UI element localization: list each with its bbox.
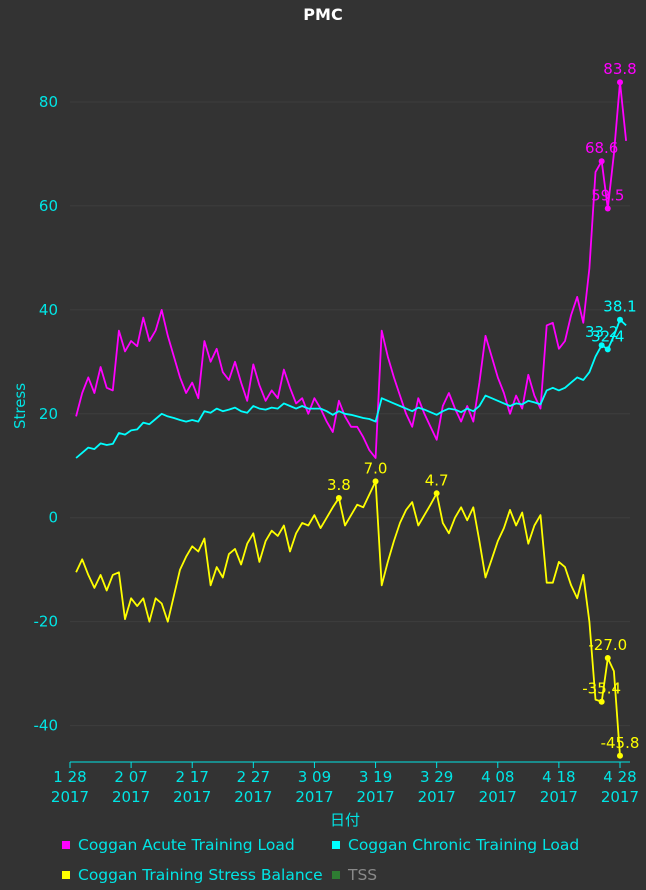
legend-item[interactable]: Coggan Acute Training Load	[62, 836, 295, 854]
data-point-marker	[604, 346, 611, 353]
data-label: 3.8	[327, 476, 351, 494]
x-tick-year-label: 2017	[418, 788, 456, 806]
series-lines	[75, 81, 627, 756]
legend-swatch	[62, 841, 70, 849]
data-point-marker	[604, 655, 611, 662]
x-tick-year-label: 2017	[479, 788, 517, 806]
data-label: 33.2	[585, 323, 618, 341]
legend-label: Coggan Acute Training Load	[78, 836, 295, 854]
y-tick-label: 60	[39, 197, 58, 215]
data-label: 59.5	[591, 187, 624, 205]
x-tick-label: 4 18	[542, 768, 575, 786]
x-tick-label: 2 07	[114, 768, 147, 786]
legend-label: Coggan Training Stress Balance	[78, 866, 323, 884]
x-axis-label: 日付	[330, 811, 360, 829]
data-point-marker	[598, 158, 605, 165]
legend-swatch	[62, 871, 70, 879]
x-tick-label: 1 28	[53, 768, 86, 786]
x-tick-year-label: 2017	[295, 788, 333, 806]
legend-item[interactable]: TSS	[332, 866, 377, 884]
data-label: 4.7	[425, 471, 449, 489]
x-tick-year-label: 2017	[112, 788, 150, 806]
y-tick-label: 80	[39, 93, 58, 111]
y-tick-label: 40	[39, 301, 58, 319]
x-tick-year-label: 2017	[51, 788, 89, 806]
chart-title: PMC	[303, 5, 342, 24]
y-tick-label: -40	[34, 717, 59, 735]
data-point-marker	[616, 79, 623, 86]
x-tick-label: 3 09	[298, 768, 331, 786]
data-labels: 68.6 59.5 83.8 33.232.4 38.1 3.8 7.0 4.7 -35.4 -2…	[327, 60, 639, 759]
y-tick-label: -20	[34, 613, 59, 631]
legend-swatch	[332, 871, 340, 879]
data-label: 7.0	[364, 459, 388, 477]
data-point-marker	[604, 205, 611, 212]
x-tick-year-label: 2017	[356, 788, 394, 806]
data-label: -35.4	[582, 680, 621, 698]
data-label: 83.8	[603, 60, 636, 78]
x-tick-label: 2 17	[176, 768, 209, 786]
series-line-0	[75, 81, 627, 459]
data-label: 32.4	[591, 327, 624, 345]
x-tick-label: 4 28	[603, 768, 636, 786]
y-tick-label: 20	[39, 405, 58, 423]
data-label: 68.6	[585, 139, 618, 157]
x-tick-year-label: 2017	[540, 788, 578, 806]
data-point-marker	[616, 316, 623, 323]
data-point-marker	[616, 752, 623, 759]
x-tick-label: 3 29	[420, 768, 453, 786]
data-point-marker	[433, 490, 440, 497]
legend-label: Coggan Chronic Training Load	[348, 836, 580, 854]
legend-label: TSS	[348, 866, 378, 884]
data-label: -27.0	[588, 636, 627, 654]
x-axis-ticks: 1 28 2017 2 07 2017 2 17 2017 2 27 2017 3 09 2017…	[51, 762, 639, 806]
y-tick-label: 0	[48, 509, 58, 527]
x-tick-year-label: 2017	[234, 788, 272, 806]
x-tick-label: 4 08	[481, 768, 514, 786]
data-point-marker	[598, 698, 605, 705]
x-tick-year-label: 2017	[601, 788, 639, 806]
y-axis-label: Stress	[11, 383, 29, 429]
x-tick-label: 2 27	[237, 768, 270, 786]
data-label: 38.1	[603, 298, 636, 316]
data-label: -45.8	[601, 734, 640, 752]
y-axis-ticks: -40 -20 0 20 40 60 80	[34, 93, 59, 735]
data-point-marker	[372, 478, 379, 485]
legend-swatch	[332, 841, 340, 849]
series-line-2	[75, 480, 621, 756]
legend-item[interactable]: Coggan Training Stress Balance	[62, 866, 323, 884]
data-point-marker	[598, 342, 605, 349]
x-tick-label: 3 19	[359, 768, 392, 786]
x-tick-year-label: 2017	[173, 788, 211, 806]
series-line-1	[75, 318, 627, 459]
legend-item[interactable]: Coggan Chronic Training Load	[332, 836, 579, 854]
data-point-marker	[335, 494, 342, 501]
